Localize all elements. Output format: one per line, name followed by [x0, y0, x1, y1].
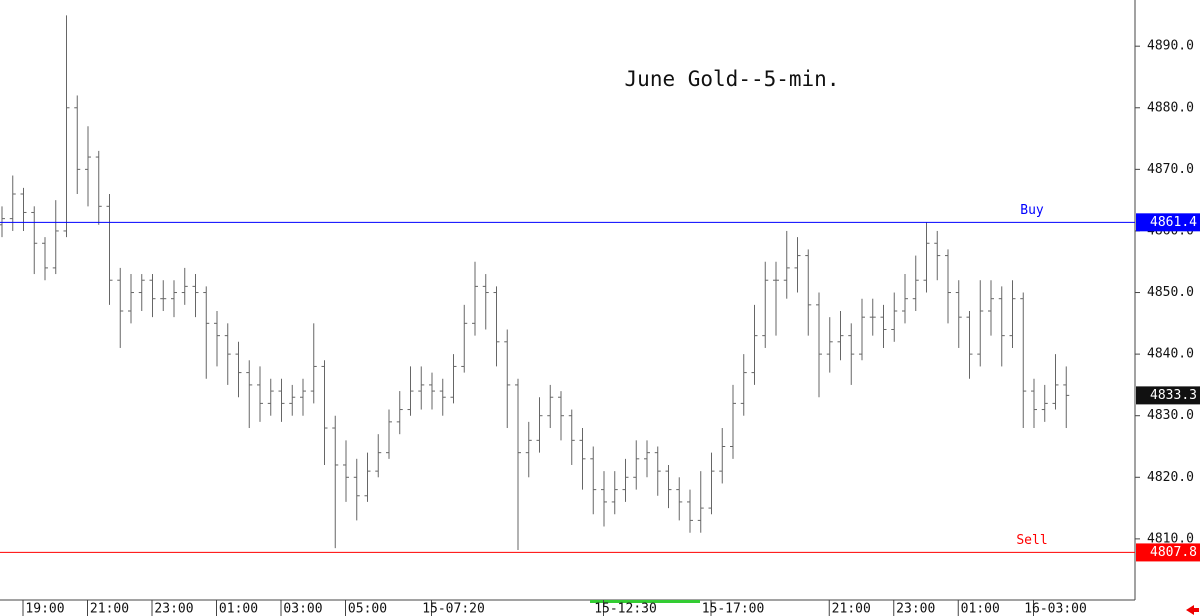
x-tick-label: 23:00 [896, 602, 935, 616]
level-name: Buy [1020, 203, 1044, 218]
y-tick-label: 4890.0 [1147, 39, 1194, 54]
x-tick-label: 19:00 [25, 602, 64, 616]
y-tick-label: 4830.0 [1147, 408, 1194, 423]
x-tick-label: 15-12:30 [594, 602, 657, 616]
level-tag [1136, 543, 1200, 562]
scroll-arrow [1186, 605, 1199, 615]
x-tick-label: 21:00 [90, 602, 129, 616]
x-tick-label: 05:00 [348, 602, 387, 616]
x-tick-label: 15-07:20 [422, 602, 485, 616]
x-tick-label: 01:00 [219, 602, 258, 616]
x-tick-label: 21:00 [832, 602, 871, 616]
session-highlight [590, 600, 700, 603]
last-price: 4833.3 [1150, 388, 1197, 403]
x-tick-label: 01:00 [961, 602, 1000, 616]
x-tick-label: 15-17:00 [702, 602, 765, 616]
level-name: Sell [1016, 533, 1047, 548]
x-tick-label: 16-03:00 [1024, 602, 1087, 616]
level-value: 4861.4 [1150, 215, 1197, 230]
y-tick-label: 4820.0 [1147, 470, 1194, 485]
level-tag [1136, 213, 1200, 232]
y-tick-label: 4810.0 [1147, 531, 1194, 546]
y-tick-label: 4870.0 [1147, 162, 1194, 177]
y-tick-label: 4880.0 [1147, 100, 1194, 115]
x-tick-label: 23:00 [154, 602, 193, 616]
level-value: 4807.8 [1150, 545, 1197, 560]
last-price-tag [1136, 386, 1200, 405]
chart-title: June Gold--5-min. [625, 67, 840, 91]
y-tick-label: 4840.0 [1147, 347, 1194, 362]
y-tick-label: 4850.0 [1147, 285, 1194, 300]
x-tick-label: 03:00 [283, 602, 322, 616]
